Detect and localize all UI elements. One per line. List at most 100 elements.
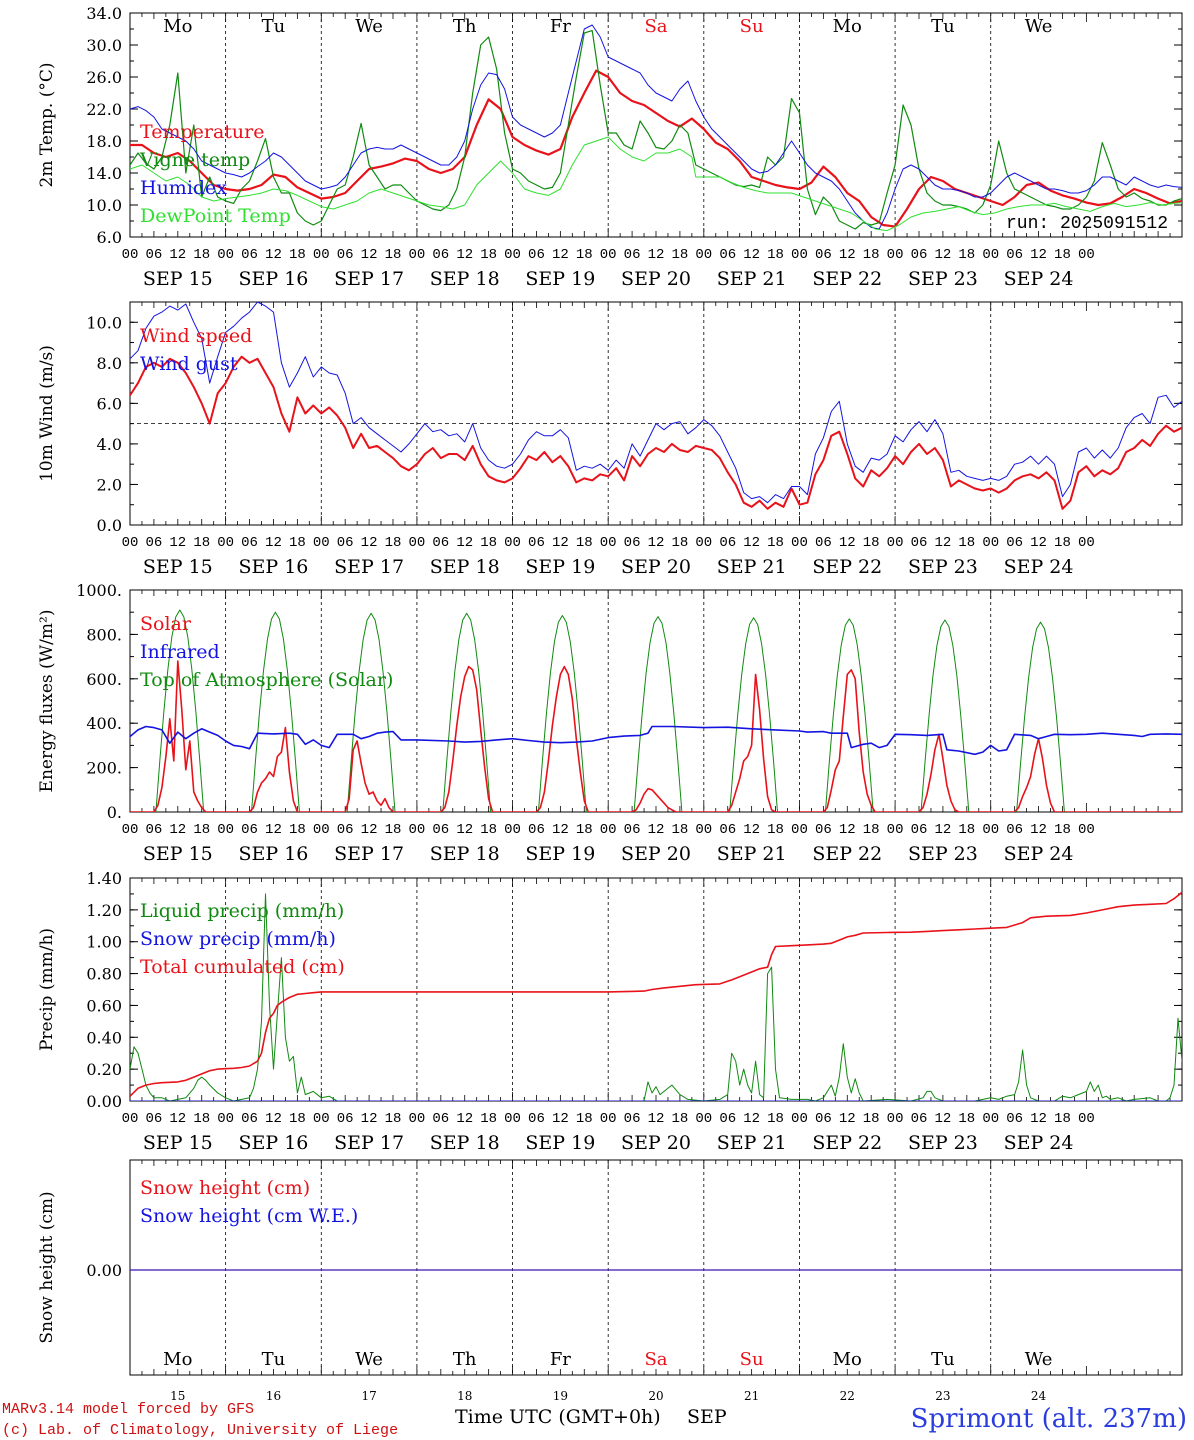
- x-date-label: SEP 18: [430, 268, 500, 290]
- x-hour-label: 00: [122, 1111, 139, 1127]
- panel-frame: [129, 12, 1183, 238]
- x-hour-label: 18: [672, 822, 689, 838]
- x-hour-label: 00: [504, 535, 521, 551]
- x-hour-label: 12: [265, 247, 282, 263]
- legend-entry: Snow height (cm W.E.): [140, 1205, 358, 1227]
- x-date-label: SEP 24: [1004, 556, 1074, 578]
- x-hour-label: 18: [767, 535, 784, 551]
- x-hour-label: 06: [719, 535, 736, 551]
- x-hour-label: 00: [122, 535, 139, 551]
- x-hour-label: 06: [528, 247, 545, 263]
- x-hour-label: 18: [767, 247, 784, 263]
- y-tick-label: 8.0: [97, 354, 122, 373]
- y-tick-label: 10.0: [86, 196, 122, 215]
- x-hour-label: 00: [600, 822, 617, 838]
- x-hour-label: 06: [1006, 247, 1023, 263]
- x-hour-label: 18: [289, 535, 306, 551]
- day-name: Mo: [833, 1349, 862, 1370]
- legend-entry: Humidex: [140, 177, 227, 199]
- x-hour-label: 12: [169, 247, 186, 263]
- y-tick-label: 0.00: [86, 1261, 122, 1280]
- x-hour-label: 18: [480, 1111, 497, 1127]
- x-hour-label: 00: [313, 535, 330, 551]
- x-day-number: 17: [361, 1389, 376, 1403]
- x-hour-label: 12: [361, 1111, 378, 1127]
- day-name: Su: [740, 1349, 764, 1370]
- x-hour-label: 00: [504, 822, 521, 838]
- legend-entry: Temperature: [140, 121, 264, 143]
- x-hour-label: 00: [409, 822, 426, 838]
- legend-entry: Wind speed: [140, 325, 252, 347]
- x-date-label: SEP 15: [143, 843, 213, 865]
- x-day-number: 15: [170, 1389, 185, 1403]
- day-name: Mo: [833, 16, 862, 37]
- y-tick-label: 22.0: [86, 100, 122, 119]
- x-hour-label: 18: [863, 1111, 880, 1127]
- x-hour-label: 00: [217, 822, 234, 838]
- series-group: [130, 24, 1182, 232]
- y-tick-label: 26.0: [86, 68, 122, 87]
- x-date-label: SEP 19: [525, 843, 595, 865]
- day-name: Th: [453, 16, 477, 37]
- x-hour-label: 00: [409, 1111, 426, 1127]
- x-hour-label: 12: [743, 1111, 760, 1127]
- x-day-number: 16: [266, 1389, 281, 1403]
- x-date-label: SEP 15: [143, 268, 213, 290]
- series-infrared: [130, 725, 1182, 756]
- series-top-of-atmosphere-solar: [130, 609, 1182, 812]
- x-hour-label: 18: [767, 822, 784, 838]
- x-date-label: SEP 20: [621, 1132, 691, 1154]
- x-hour-label: 12: [839, 535, 856, 551]
- x-hour-label: 18: [480, 247, 497, 263]
- series-temperature: [130, 69, 1182, 228]
- x-hour-label: 12: [265, 1111, 282, 1127]
- x-hour-label: 18: [385, 247, 402, 263]
- x-hour-label: 12: [839, 822, 856, 838]
- x-hour-label: 18: [672, 535, 689, 551]
- panel-5: 0.00 Snow height (cm) Snow height (cm) Snow…: [37, 1159, 1183, 1403]
- x-date-label: SEP 23: [908, 843, 978, 865]
- x-hour-label: 00: [217, 535, 234, 551]
- x-hour-label: 18: [289, 822, 306, 838]
- y-tick-label: 4.0: [97, 435, 122, 454]
- legend-entry: Vigne temp: [139, 149, 250, 171]
- x-hour-label: 00: [695, 822, 712, 838]
- y-tick-label: 6.0: [97, 228, 122, 247]
- x-hour-label: 06: [241, 822, 258, 838]
- x-hour-label: 18: [289, 247, 306, 263]
- x-hour-label: 12: [839, 1111, 856, 1127]
- x-date-label: SEP 17: [334, 268, 404, 290]
- day-name: Mo: [163, 16, 192, 37]
- x-hour-label: 06: [241, 1111, 258, 1127]
- x-hour-label: 06: [624, 535, 641, 551]
- x-hour-label: 18: [385, 822, 402, 838]
- x-hour-label: 12: [361, 247, 378, 263]
- series-wind-gust: [130, 302, 1182, 504]
- series-group: [130, 891, 1182, 1101]
- day-name: We: [355, 16, 383, 37]
- x-day-number: 21: [744, 1389, 759, 1403]
- run-label: run: 2025091512: [1006, 214, 1168, 234]
- x-hour-label: 06: [624, 1111, 641, 1127]
- x-hour-label: 12: [743, 822, 760, 838]
- series-total-cumulated-cm: [130, 891, 1182, 1097]
- x-hour-label: 18: [480, 535, 497, 551]
- series-dewpoint-temp: [130, 136, 1182, 232]
- x-hour-label: 00: [791, 247, 808, 263]
- legend-entry: Snow height (cm): [140, 1177, 310, 1199]
- x-hour-label: 12: [456, 535, 473, 551]
- day-name: Tu: [262, 1349, 286, 1370]
- x-hour-label: 00: [887, 822, 904, 838]
- y-axis-title: 2m Temp. (°C): [37, 62, 57, 187]
- x-hour-label: 06: [146, 247, 163, 263]
- x-date-label: SEP 15: [143, 1132, 213, 1154]
- y-axis-title: 10m Wind (m/s): [37, 345, 57, 482]
- y-tick-label: 0.00: [86, 1092, 122, 1111]
- x-hour-label: 00: [122, 247, 139, 263]
- x-day-number: 24: [1031, 1389, 1047, 1403]
- x-hour-label: 00: [313, 1111, 330, 1127]
- y-tick-label: 6.0: [97, 394, 122, 413]
- x-hour-label: 12: [648, 535, 665, 551]
- y-tick-label: 30.0: [86, 36, 122, 55]
- x-hour-label: 12: [552, 535, 569, 551]
